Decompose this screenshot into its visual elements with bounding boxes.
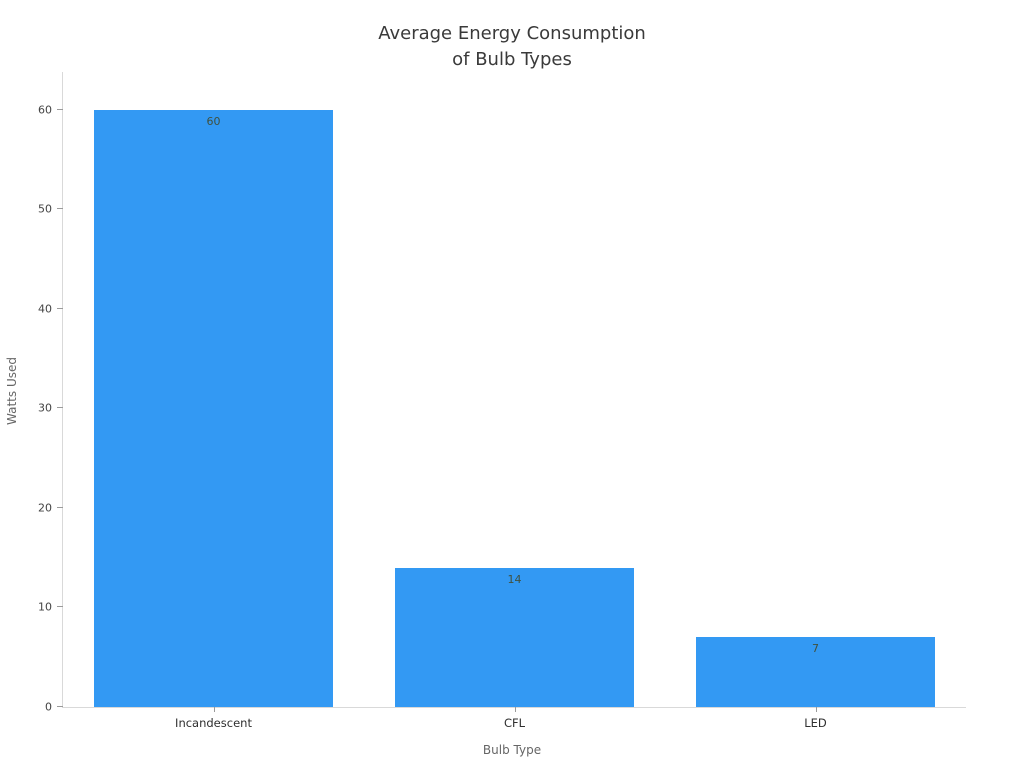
bar-value-label: 7 bbox=[811, 642, 819, 656]
plot-area: 0 10 20 30 40 50 60 60 Incandescent 14 CFL 7 LED bbox=[38, 72, 966, 730]
y-tick-mark bbox=[57, 108, 63, 110]
y-tick-mark bbox=[57, 208, 63, 210]
y-tick-label: 0 bbox=[45, 700, 52, 714]
y-tick-label: 50 bbox=[38, 202, 52, 216]
y-tick-mark bbox=[57, 407, 63, 409]
bar-value-label: 14 bbox=[507, 572, 522, 586]
y-tick-label: 10 bbox=[38, 600, 52, 614]
y-tick-mark bbox=[57, 606, 63, 608]
bar-value-label: 60 bbox=[206, 114, 221, 128]
y-tick-mark bbox=[57, 307, 63, 309]
y-tick-label: 40 bbox=[38, 302, 52, 316]
x-tick-label-cfl: CFL bbox=[503, 716, 526, 730]
y-tick-label: 30 bbox=[38, 401, 52, 415]
x-tick-label-led: LED bbox=[804, 716, 827, 730]
y-tick-label: 60 bbox=[38, 103, 52, 117]
x-axis-label: Bulb Type bbox=[482, 743, 542, 757]
y-tick-label: 20 bbox=[38, 501, 52, 515]
x-tick-mark bbox=[815, 707, 817, 712]
x-tick-label-incandescent: Incandescent bbox=[175, 716, 252, 730]
bar-incandescent: 60 bbox=[93, 109, 334, 707]
x-tick-mark bbox=[514, 707, 516, 712]
chart-title: Average Energy Consumption of Bulb Types bbox=[378, 23, 646, 71]
y-tick-mark bbox=[57, 506, 63, 508]
bar-cfl: 14 bbox=[394, 567, 635, 707]
x-tick-mark bbox=[213, 707, 215, 712]
y-tick-mark bbox=[57, 706, 63, 707]
y-axis-label: Watts Used bbox=[5, 357, 19, 425]
bar-led: 7 bbox=[695, 637, 936, 707]
